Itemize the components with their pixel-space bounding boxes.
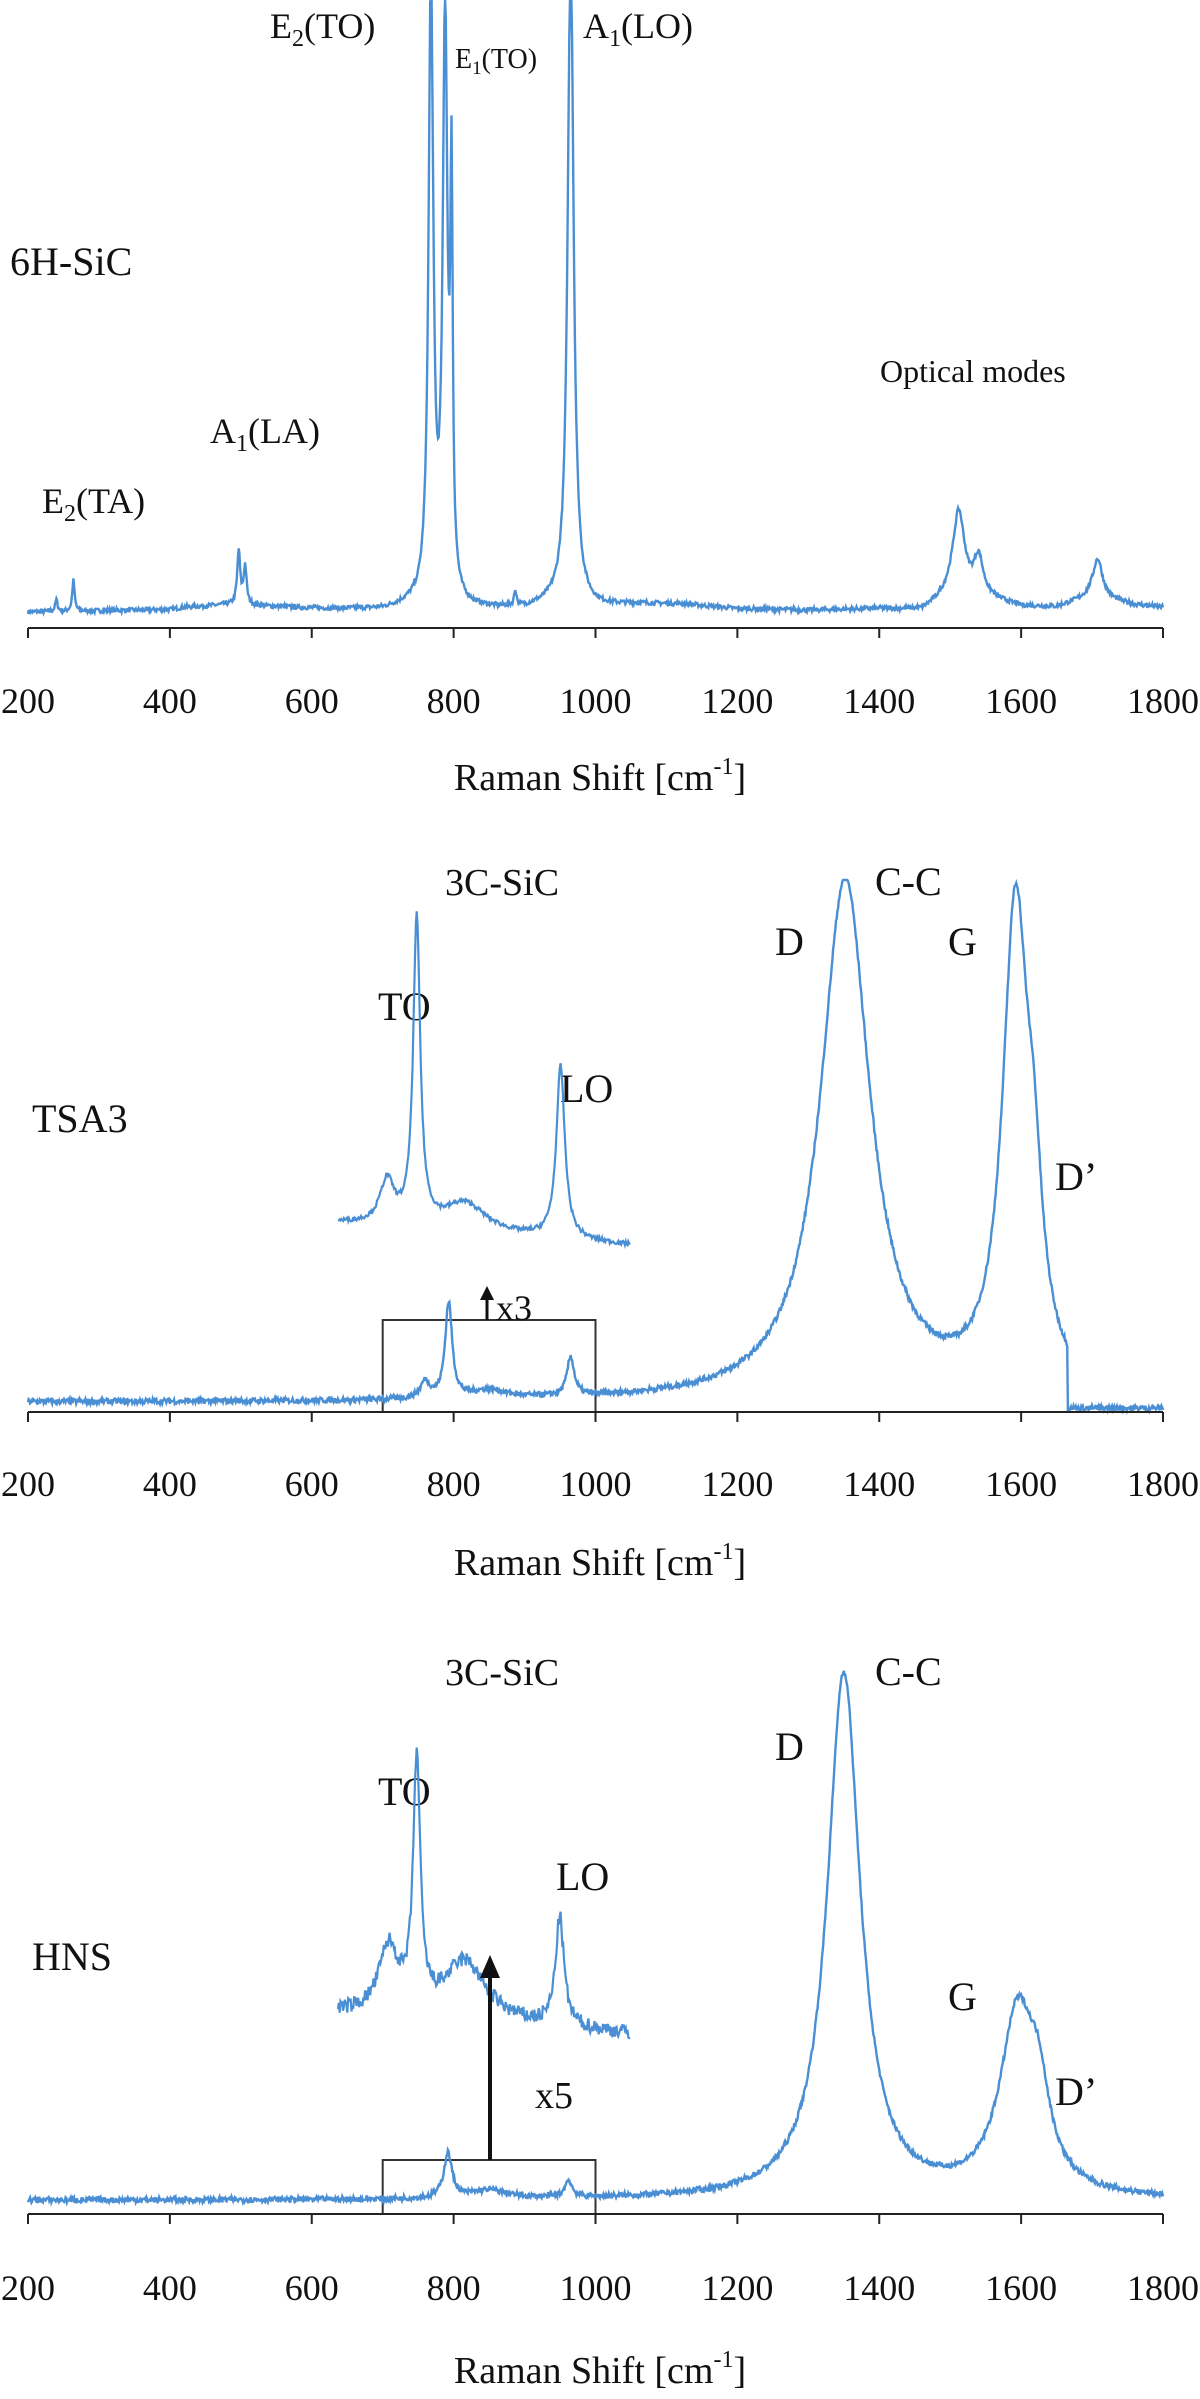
x-tick-label: 800 [427,1464,481,1504]
x-tick-label: 1400 [843,681,915,721]
x-tick-label: 200 [1,1464,55,1504]
panel-tsa3: TSA3 3C-SiC TO LO D C-C G D’ x3 200 400 60… [1,859,1199,1584]
annotation-dprime-tsa3: D’ [1055,1154,1097,1199]
annotation-a1-lo: A1(LO) [583,6,693,52]
annotation-d-tsa3: D [775,919,804,964]
annotation-g-hns: G [948,1974,977,2019]
panel-6h-sic: 6H-SiC E2(TA) A1(LA) E2(TO) E1(TO) A1(LO… [1,0,1199,799]
x-tick-label: 600 [285,2268,339,2308]
x-tick-label: 1000 [560,681,632,721]
annotation-to-tsa3: TO [378,984,431,1029]
magnification-label-hns: x5 [535,2075,573,2117]
x-axis-label-tsa3: Raman Shift [cm-1] [454,1539,746,1584]
x-ticks-6h-sic: 200 400 600 800 1000 1200 1400 1600 1800 [1,628,1199,721]
annotation-a1-la: A1(LA) [210,411,320,457]
sample-label-hns: HNS [32,1934,112,1979]
sample-label-6h-sic: 6H-SiC [10,239,132,284]
annotation-dprime-hns: D’ [1055,2069,1097,2114]
annotation-cc-tsa3: C-C [875,859,942,904]
x-axis-label-hns: Raman Shift [cm-1] [454,2347,746,2392]
x-tick-label: 1200 [701,681,773,721]
x-tick-label: 1200 [701,2268,773,2308]
x-tick-label: 1000 [560,1464,632,1504]
x-ticks-hns: 200 400 600 800 1000 1200 1400 1600 1800 [1,2214,1199,2308]
x-tick-label: 1600 [985,681,1057,721]
annotation-to-hns: TO [378,1769,431,1814]
magnify-arrowhead-tsa3 [480,1286,494,1300]
inset-title-hns: 3C-SiC [445,1652,559,1694]
x-tick-label: 1800 [1127,681,1199,721]
sample-label-tsa3: TSA3 [32,1096,128,1141]
annotation-e1-to: E1(TO) [455,44,537,79]
magnify-arrowhead-hns [480,1955,500,1978]
spectrum-line-6h-sic [26,0,1165,617]
x-tick-label: 1400 [843,1464,915,1504]
annotation-e2-ta: E2(TA) [42,481,145,527]
x-tick-label: 400 [143,681,197,721]
spectrum-line-hns [26,1670,1165,2207]
spectrum-line-tsa3 [26,878,1165,1416]
x-tick-label: 600 [285,681,339,721]
x-tick-label: 200 [1,2268,55,2308]
x-tick-label: 1000 [560,2268,632,2308]
x-tick-label: 600 [285,1464,339,1504]
annotation-g-tsa3: G [948,919,977,964]
x-tick-label: 400 [143,1464,197,1504]
x-tick-label: 800 [427,681,481,721]
annotation-cc-hns: C-C [875,1649,942,1694]
inset-title-tsa3: 3C-SiC [445,862,559,904]
inset-spectrum-tsa3 [337,911,631,1250]
annotation-lo-hns: LO [556,1854,609,1899]
inset-spectrum-hns [336,1747,631,2040]
x-axis-label-6h-sic: Raman Shift [cm-1] [454,754,746,799]
annotation-d-hns: D [775,1724,804,1769]
x-ticks-tsa3: 200 400 600 800 1000 1200 1400 1600 1800 [1,1412,1199,1504]
annotation-lo-tsa3: LO [560,1066,613,1111]
x-tick-label: 1600 [985,1464,1057,1504]
annotation-e2-to: E2(TO) [270,6,375,52]
annotation-optical-modes: Optical modes [880,353,1066,389]
x-tick-label: 1800 [1127,1464,1199,1504]
x-tick-label: 1800 [1127,2268,1199,2308]
x-tick-label: 1600 [985,2268,1057,2308]
x-tick-label: 800 [427,2268,481,2308]
x-tick-label: 1400 [843,2268,915,2308]
x-tick-label: 1200 [701,1464,773,1504]
x-tick-label: 400 [143,2268,197,2308]
x-tick-label: 200 [1,681,55,721]
magnification-label-tsa3: x3 [496,1288,532,1328]
panel-hns: HNS 3C-SiC TO LO D C-C G D’ x5 200 400 600… [1,1649,1199,2392]
zoom-box-tsa3 [381,1319,597,1413]
